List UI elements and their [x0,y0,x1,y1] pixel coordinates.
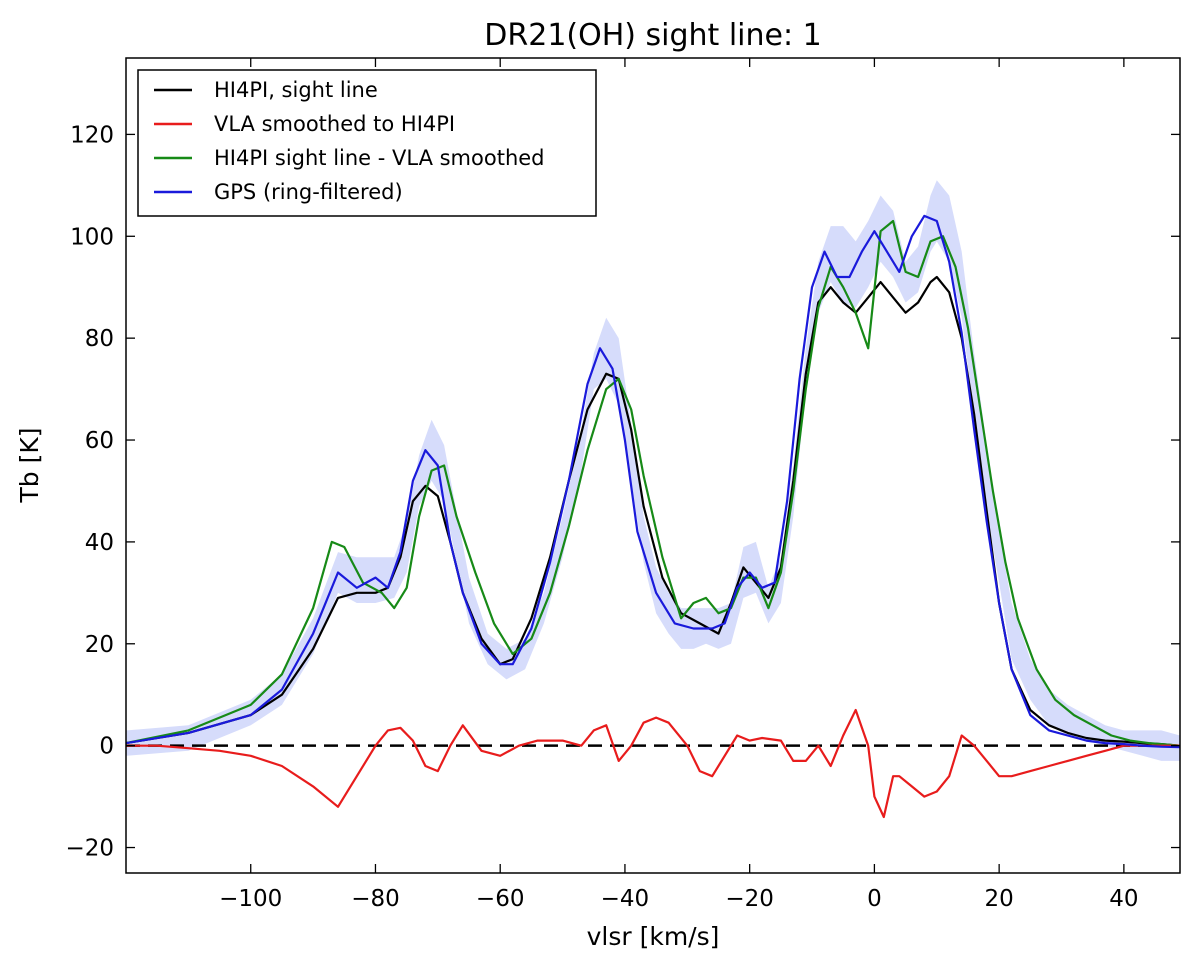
x-tick-label: 40 [1109,886,1138,912]
series-line-hi4pi-sight-line-vla-smoothed [126,219,1180,747]
y-tick-label: 40 [85,530,114,556]
x-tick-label: 20 [984,886,1013,912]
plot-frame [125,57,1181,874]
gps-uncertainty-band [126,180,1180,761]
axis-ticks: −100 −80 −60 −40 −20 0 20 40 −20 0 20 40 60 80 100 120 [65,58,1180,912]
y-tick-label: 120 [70,122,114,148]
legend-box [137,69,597,217]
plot-area [126,180,1180,819]
series-line-vla-smoothed-to-hi4pi [126,708,1180,819]
y-tick-label: 60 [85,428,114,454]
x-tick-label: 0 [867,886,882,912]
y-tick-label: 100 [70,224,114,250]
chart-title: DR21(OH) sight line: 1 [484,18,821,53]
legend: HI4PI, sight line VLA smoothed to HI4PI HI… [137,69,597,217]
y-tick-label: 0 [99,734,114,760]
series-line-gps-ring-filtered [126,214,1180,749]
legend-label: VLA smoothed to HI4PI [214,112,455,136]
x-tick-label: −80 [351,886,400,912]
x-tick-label: −20 [725,886,774,912]
y-tick-label: −20 [65,836,114,862]
x-tick-label: −60 [476,886,525,912]
x-tick-label: −40 [601,886,650,912]
y-axis-label: Tb [K] [15,428,44,504]
legend-label: HI4PI sight line - VLA smoothed [214,146,545,170]
y-tick-label: 20 [85,632,114,658]
legend-label: HI4PI, sight line [214,78,378,102]
legend-label: GPS (ring-filtered) [214,180,403,204]
y-tick-label: 80 [85,326,114,352]
x-axis-label: vlsr [km/s] [587,922,720,951]
x-tick-label: −100 [219,886,282,912]
